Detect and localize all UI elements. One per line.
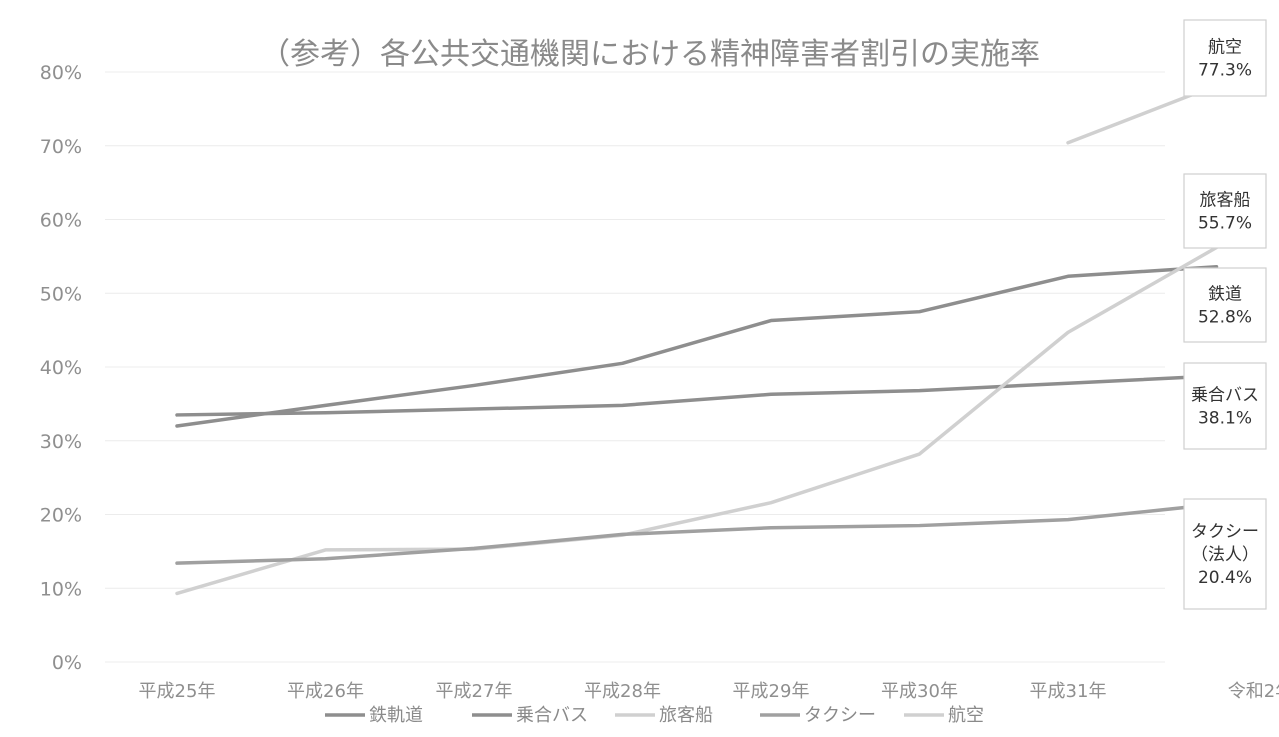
y-tick-label: 10%: [40, 578, 82, 600]
x-tick-label: 平成25年: [139, 681, 216, 702]
callout-value: 55.7%: [1198, 214, 1252, 234]
callout-label: 旅客船: [1200, 191, 1251, 211]
x-tick-label: 平成30年: [881, 681, 958, 702]
callout-value: 20.4%: [1198, 568, 1252, 588]
series-lines: [175, 83, 1219, 596]
gridlines: [105, 71, 1165, 663]
legend-label: 乗合バス: [516, 705, 588, 726]
y-tick-label: 20%: [40, 505, 82, 527]
y-tick-label: 80%: [40, 62, 82, 84]
series-line: [175, 264, 1219, 428]
chart-title: （参考）各公共交通機関における精神障害者割引の実施率: [260, 37, 1040, 72]
x-tick-label: 平成28年: [584, 681, 661, 702]
callout-box: [1183, 498, 1267, 610]
y-axis-ticks: 0% 10% 20% 30% 40% 50% 60% 70% 80%: [40, 62, 82, 674]
series-line: [175, 502, 1219, 565]
y-tick-label: 70%: [40, 136, 82, 158]
callout: タクシー （法人） 20.4%: [1183, 498, 1267, 610]
callout-label: （法人）: [1191, 545, 1259, 565]
callout: 鉄道 52.8%: [1183, 267, 1267, 343]
x-axis-ticks: 平成25年 平成26年 平成27年 平成28年 平成29年 平成30年 平成31年 令和2年: [139, 681, 1279, 702]
callout-label: 鉄道: [1208, 285, 1242, 305]
callout-labels: 航空 77.3% 旅客船 55.7% 鉄道 52.8% 乗合バス 38.1% タクシー （法人） 2…: [1183, 19, 1267, 610]
legend: 鉄軌道 乗合バス 旅客船 タクシー 航空: [325, 705, 984, 726]
callout: 航空 77.3%: [1183, 19, 1267, 97]
legend-label: 旅客船: [659, 705, 713, 726]
callout-value: 77.3%: [1198, 61, 1252, 81]
x-tick-label: 平成27年: [436, 681, 513, 702]
y-tick-label: 40%: [40, 357, 82, 379]
x-tick-label: 平成29年: [733, 681, 810, 702]
callout-value: 38.1%: [1198, 409, 1252, 429]
legend-label: タクシー: [804, 705, 876, 726]
y-tick-label: 50%: [40, 283, 82, 305]
y-tick-label: 30%: [40, 431, 82, 453]
series-line: [175, 245, 1219, 596]
legend-label: 航空: [948, 705, 984, 726]
callout-box: [1183, 173, 1267, 249]
callout-label: 航空: [1208, 38, 1242, 58]
x-tick-label: 平成31年: [1030, 681, 1107, 702]
x-tick-label: 令和2年: [1228, 681, 1279, 702]
legend-label: 鉄軌道: [369, 705, 423, 726]
callout-box: [1183, 362, 1267, 450]
callout-box: [1183, 267, 1267, 343]
callout-label: 乗合バス: [1191, 386, 1259, 406]
series-line: [175, 374, 1219, 417]
callout: 乗合バス 38.1%: [1183, 362, 1267, 450]
x-tick-label: 平成26年: [287, 681, 364, 702]
callout-label: タクシー: [1191, 522, 1259, 542]
callout-value: 52.8%: [1198, 308, 1252, 328]
y-tick-label: 0%: [52, 652, 82, 674]
callout: 旅客船 55.7%: [1183, 173, 1267, 249]
callout-box: [1183, 19, 1267, 97]
y-tick-label: 60%: [40, 210, 82, 232]
